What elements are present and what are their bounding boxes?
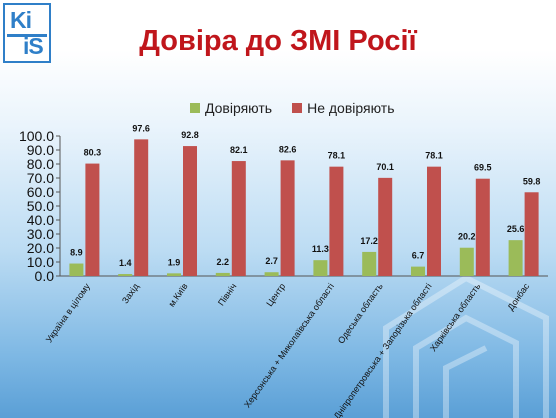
- data-label-trust: 8.9: [70, 248, 83, 258]
- bar-distrust: [378, 177, 393, 276]
- bar-distrust: [524, 192, 539, 276]
- legend-label-trust: Довіряють: [205, 100, 273, 116]
- data-label-trust: 25.6: [507, 224, 525, 234]
- data-label-distrust: 59.8: [523, 176, 541, 186]
- legend-swatch-distrust: [292, 103, 303, 113]
- x-category-label: м.Київ: [166, 281, 189, 308]
- bar-distrust: [475, 178, 490, 276]
- bar-distrust: [427, 166, 441, 276]
- bar-trust: [362, 251, 377, 276]
- bar-trust: [508, 240, 523, 276]
- x-category-label: Захід: [120, 281, 141, 306]
- bar-trust: [411, 266, 425, 276]
- bar-distrust: [231, 161, 246, 276]
- data-label-distrust: 97.6: [132, 123, 150, 133]
- legend-label-distrust: Не довіряють: [307, 100, 395, 116]
- y-tick-label: 50.0: [27, 198, 54, 214]
- data-label-distrust: 92.8: [181, 130, 199, 140]
- watermark-graphic: [383, 274, 549, 418]
- data-label-trust: 2.2: [217, 257, 230, 267]
- slide-title: Довіра до ЗМІ Росії: [139, 25, 417, 57]
- bar-distrust: [329, 166, 344, 276]
- bar-trust: [459, 247, 474, 276]
- bar-trust: [215, 272, 230, 276]
- bar-trust: [264, 272, 279, 276]
- bar-trust: [313, 260, 328, 276]
- logo-bar: [7, 34, 47, 37]
- bar-distrust: [134, 139, 149, 276]
- data-label-trust: 20.2: [458, 232, 476, 242]
- y-tick-label: 0.0: [35, 268, 55, 284]
- x-category-label: Одеська область: [336, 281, 385, 345]
- x-category-label: Центр: [264, 281, 287, 308]
- data-label-distrust: 82.1: [230, 145, 248, 155]
- x-category-label: Харківська область: [428, 281, 483, 353]
- logo-text-top: Ki: [10, 7, 32, 33]
- data-label-distrust: 82.6: [279, 144, 297, 154]
- bar-trust: [167, 273, 181, 276]
- data-label-trust: 1.4: [119, 258, 132, 268]
- data-label-distrust: 69.5: [474, 163, 492, 173]
- kiis-logo: Ki iS: [3, 3, 51, 63]
- bar-distrust: [280, 160, 295, 276]
- x-category-label: Херсонська + Миколаївська області: [242, 281, 336, 409]
- data-label-trust: 11.3: [312, 244, 329, 254]
- legend-item-distrust: Не довіряють: [292, 100, 395, 116]
- logo-text-bottom: iS: [23, 33, 44, 59]
- x-category-label: Донбас: [505, 281, 531, 312]
- chart-legend: Довіряють Не довіряють: [190, 100, 395, 116]
- data-label-distrust: 80.3: [84, 148, 102, 158]
- data-label-trust: 2.7: [265, 256, 278, 266]
- x-category-label: Північ: [216, 281, 239, 307]
- data-label-distrust: 70.1: [376, 162, 394, 172]
- data-label-distrust: 78.1: [425, 151, 443, 161]
- y-tick-label: 60.0: [27, 184, 54, 200]
- bar-trust: [118, 274, 133, 276]
- bar-distrust: [183, 146, 197, 276]
- data-label-trust: 17.2: [360, 236, 378, 246]
- y-tick-label: 30.0: [27, 226, 54, 242]
- x-category-label: Дніпропетровська + Запорізька області: [332, 281, 434, 418]
- y-tick-label: 70.0: [27, 170, 54, 186]
- legend-item-trust: Довіряють: [190, 100, 272, 116]
- y-tick-label: 40.0: [27, 212, 54, 228]
- y-tick-label: 90.0: [27, 142, 54, 158]
- data-label-distrust: 78.1: [328, 151, 346, 161]
- y-tick-label: 80.0: [27, 156, 54, 172]
- y-tick-label: 10.0: [27, 254, 54, 270]
- x-category-label: Україна в цілому: [44, 281, 93, 344]
- y-tick-label: 100.0: [19, 128, 54, 144]
- legend-swatch-trust: [190, 103, 200, 113]
- data-label-trust: 1.9: [168, 257, 181, 267]
- bar-distrust: [85, 163, 100, 276]
- y-tick-label: 20.0: [27, 240, 54, 256]
- data-label-trust: 6.7: [412, 251, 425, 261]
- bar-trust: [69, 263, 84, 276]
